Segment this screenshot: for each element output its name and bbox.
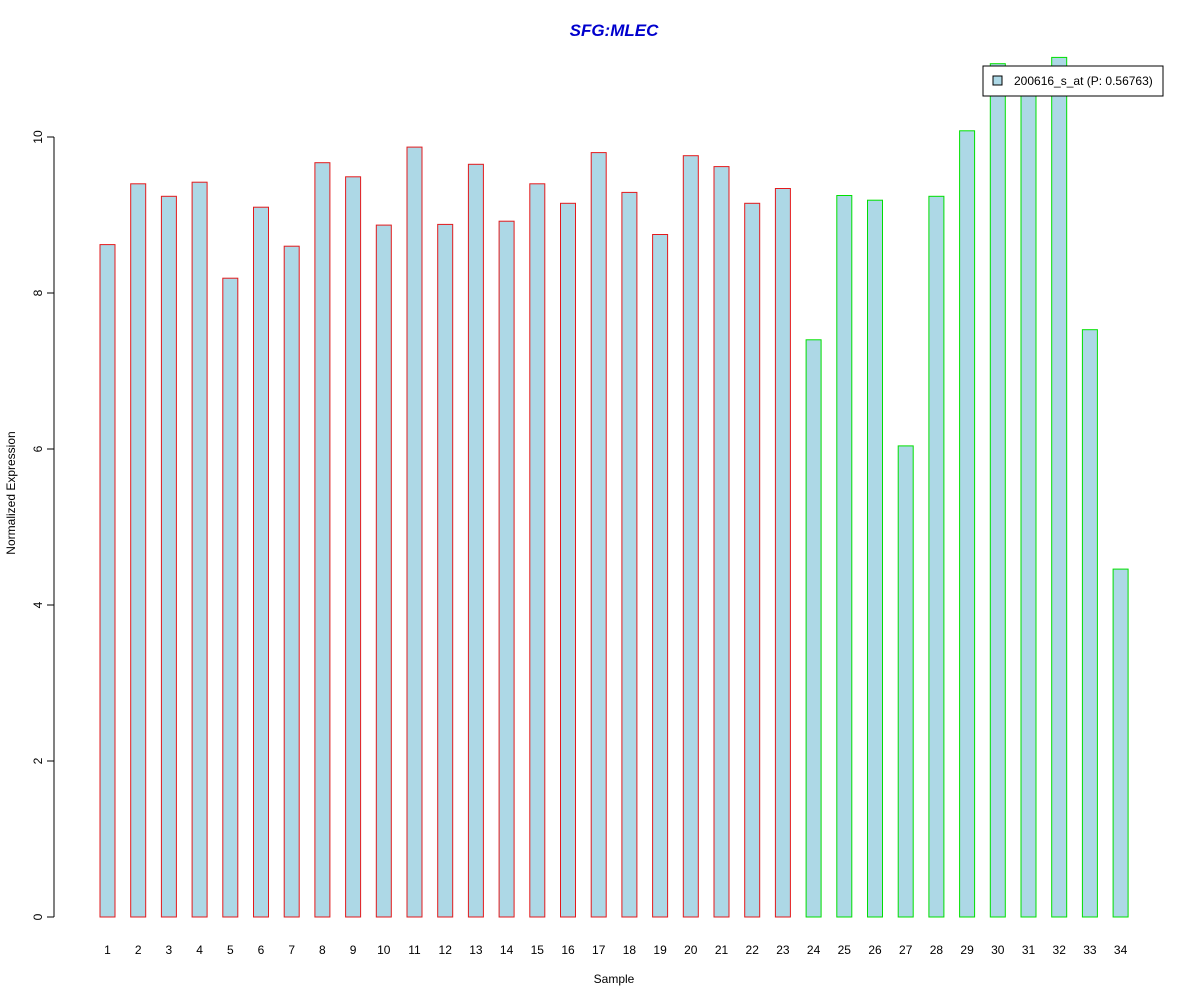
x-tick-label: 34 bbox=[1114, 943, 1128, 957]
bar-sample-11 bbox=[406, 146, 423, 918]
x-tick-label: 3 bbox=[166, 943, 173, 957]
bar-sample-12 bbox=[437, 223, 454, 918]
bars-group bbox=[99, 56, 1129, 918]
x-tick-label: 9 bbox=[350, 943, 357, 957]
bar-sample-14 bbox=[498, 220, 515, 918]
y-tick-label: 2 bbox=[31, 757, 45, 764]
x-tick-label: 25 bbox=[838, 943, 852, 957]
legend-box bbox=[982, 65, 1164, 97]
x-tick-label: 8 bbox=[319, 943, 326, 957]
bar-sample-18 bbox=[621, 191, 638, 918]
y-tick-label: 0 bbox=[31, 913, 45, 920]
x-tick-label: 7 bbox=[288, 943, 295, 957]
x-tick-label: 27 bbox=[899, 943, 913, 957]
bar-sample-1 bbox=[99, 244, 116, 918]
legend: 200616_s_at (P: 0.56763) bbox=[982, 65, 1164, 97]
bar-sample-10 bbox=[375, 224, 392, 918]
bar-sample-29 bbox=[959, 130, 976, 918]
x-tick-label: 21 bbox=[715, 943, 729, 957]
bar-sample-3 bbox=[160, 195, 177, 918]
bar-sample-31 bbox=[1020, 66, 1037, 918]
y-tick-label: 8 bbox=[31, 289, 45, 296]
x-tick-label: 29 bbox=[960, 943, 974, 957]
y-tick-label: 10 bbox=[31, 130, 45, 144]
bar-sample-8 bbox=[314, 162, 331, 918]
x-tick-label: 10 bbox=[377, 943, 391, 957]
x-tick-label: 5 bbox=[227, 943, 234, 957]
x-tick-label: 1 bbox=[104, 943, 111, 957]
x-tick-label: 4 bbox=[196, 943, 203, 957]
x-tick-label: 12 bbox=[439, 943, 453, 957]
x-tick-label: 23 bbox=[776, 943, 790, 957]
x-tick-label: 22 bbox=[746, 943, 760, 957]
bar-sample-27 bbox=[897, 445, 914, 918]
x-tick-label: 17 bbox=[592, 943, 606, 957]
x-tick-label: 32 bbox=[1053, 943, 1067, 957]
bar-sample-16 bbox=[560, 202, 576, 918]
bar-sample-21 bbox=[713, 166, 730, 918]
bar-sample-24 bbox=[805, 339, 822, 918]
bar-sample-15 bbox=[529, 183, 546, 918]
x-tick-label: 33 bbox=[1083, 943, 1097, 957]
bar-sample-19 bbox=[652, 234, 669, 918]
bar-sample-32 bbox=[1051, 56, 1068, 918]
x-tick-label: 20 bbox=[684, 943, 698, 957]
x-tick-label: 2 bbox=[135, 943, 142, 957]
bar-sample-7 bbox=[283, 245, 300, 918]
x-tick-label: 16 bbox=[561, 943, 575, 957]
y-axis-title: Normalized Expression bbox=[4, 431, 18, 554]
y-tick-label: 6 bbox=[31, 445, 45, 452]
bar-sample-13 bbox=[467, 163, 484, 918]
bar-sample-26 bbox=[867, 199, 883, 918]
y-axis: 0 2 4 6 8 10 bbox=[31, 130, 55, 920]
x-axis-title: Sample bbox=[594, 972, 635, 986]
x-tick-label: 26 bbox=[868, 943, 882, 957]
x-tick-label: 13 bbox=[469, 943, 483, 957]
bar-sample-4 bbox=[191, 181, 208, 918]
x-tick-label: 31 bbox=[1022, 943, 1036, 957]
bar-sample-2 bbox=[130, 183, 147, 918]
bar-sample-30 bbox=[989, 63, 1006, 918]
x-tick-label: 18 bbox=[623, 943, 637, 957]
x-tick-label: 14 bbox=[500, 943, 514, 957]
x-tick-label: 6 bbox=[258, 943, 265, 957]
bar-sample-34 bbox=[1112, 568, 1129, 918]
legend-swatch bbox=[992, 75, 1003, 86]
bar-sample-9 bbox=[345, 176, 362, 918]
bar-sample-17 bbox=[590, 152, 607, 918]
x-tick-label: 11 bbox=[408, 943, 421, 957]
bar-sample-28 bbox=[928, 195, 945, 918]
x-tick-label: 15 bbox=[531, 943, 545, 957]
bar-sample-22 bbox=[744, 202, 761, 918]
bar-sample-25 bbox=[836, 195, 853, 918]
x-tick-label: 19 bbox=[653, 943, 667, 957]
bar-sample-5 bbox=[222, 277, 239, 918]
x-tick-label: 24 bbox=[807, 943, 821, 957]
y-tick-label: 4 bbox=[31, 601, 45, 608]
x-tick-label: 28 bbox=[930, 943, 944, 957]
chart-title: SFG:MLEC bbox=[570, 21, 659, 40]
bar-sample-6 bbox=[253, 206, 269, 918]
bar-sample-33 bbox=[1081, 329, 1098, 918]
x-tick-label: 30 bbox=[991, 943, 1005, 957]
x-tick-labels: 1 2 3 4 5 6 7 8 9 10 11 12 13 14 15 16 17 18 19 20 21 22 23 24 2… bbox=[104, 943, 1127, 957]
legend-label: 200616_s_at (P: 0.56763) bbox=[1014, 74, 1153, 88]
bar-sample-20 bbox=[682, 155, 699, 918]
bar-sample-23 bbox=[774, 188, 791, 918]
